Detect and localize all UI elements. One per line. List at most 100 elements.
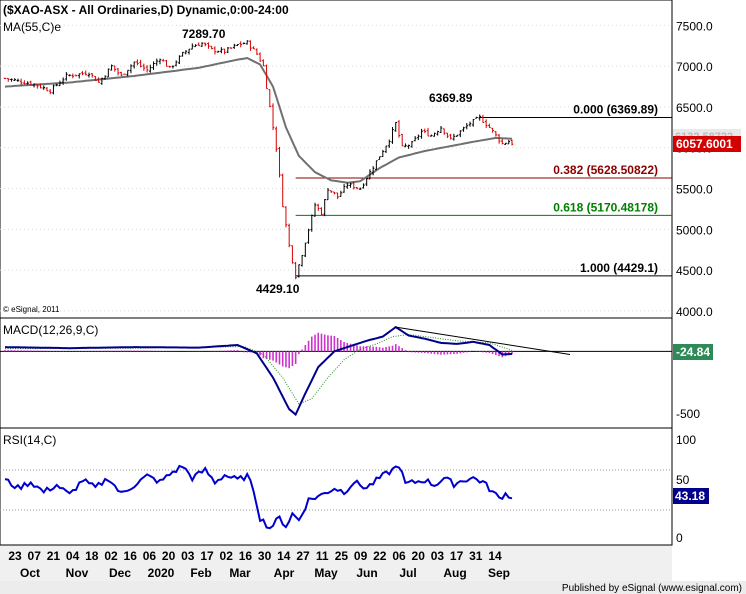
x-day-label: 17 <box>450 549 464 563</box>
price-candle <box>200 42 204 47</box>
price-candle <box>291 245 294 264</box>
x-day-label: 21 <box>47 549 61 563</box>
price-candle <box>74 74 78 77</box>
x-month-label: Jun <box>356 566 377 580</box>
price-candle <box>81 71 84 76</box>
price-candle <box>207 42 210 49</box>
rsi-tick-100: 100 <box>676 433 696 447</box>
price-candle <box>284 206 288 228</box>
price-candle <box>10 78 13 82</box>
price-candle <box>413 136 417 142</box>
x-day-label: 16 <box>124 549 138 563</box>
x-day-label: 02 <box>220 549 234 563</box>
price-candle <box>316 203 320 211</box>
price-candle <box>216 50 220 53</box>
price-candle <box>274 126 278 152</box>
footer-credit: Published by eSignal (www.esignal.com) <box>562 583 742 594</box>
price-candle <box>394 121 398 132</box>
price-candle <box>452 133 456 141</box>
price-candle <box>400 133 404 147</box>
price-candle <box>423 128 427 134</box>
price-candle <box>488 123 491 128</box>
x-month-label: Dec <box>109 566 131 580</box>
macd-line <box>4 325 513 417</box>
price-candle <box>23 80 26 85</box>
price-candle <box>484 119 488 128</box>
price-candle <box>313 202 317 217</box>
price-candle <box>252 46 255 50</box>
price-candle <box>336 192 339 200</box>
swing-high-label: 6369.89 <box>429 91 473 105</box>
price-candle <box>103 75 107 80</box>
price-candle <box>381 149 385 158</box>
x-day-label: 02 <box>104 549 118 563</box>
price-candle <box>71 73 75 79</box>
footer-bar <box>0 581 746 594</box>
price-candle <box>387 139 391 148</box>
price-candle <box>429 134 433 137</box>
rsi-tick-0: 0 <box>676 531 683 545</box>
price-tick-label: 6500.0 <box>676 101 713 115</box>
x-day-label: 20 <box>162 549 176 563</box>
price-candle <box>100 77 104 85</box>
price-candle <box>304 242 307 258</box>
price-candle <box>504 142 507 145</box>
price-candle <box>184 50 188 55</box>
price-candle <box>397 120 401 138</box>
price-candle <box>229 47 233 50</box>
price-candle <box>297 264 301 278</box>
price-candle <box>58 80 62 87</box>
price-candle <box>3 77 7 80</box>
price-candle <box>449 133 452 140</box>
x-day-label: 25 <box>335 549 349 563</box>
price-candle <box>203 42 207 47</box>
price-candle <box>161 58 165 62</box>
price-candle <box>494 131 498 137</box>
price-candle <box>13 78 16 82</box>
price-tick-label: 4000.0 <box>676 305 713 319</box>
price-candle <box>129 64 133 74</box>
x-day-label: 18 <box>85 549 99 563</box>
price-tick-label: 5500.0 <box>676 183 713 197</box>
price-candle <box>232 43 236 49</box>
price-candle <box>32 83 36 88</box>
rsi-line <box>4 464 513 530</box>
price-candle <box>255 48 259 55</box>
price-candle <box>378 156 381 160</box>
price-candle <box>187 48 191 55</box>
macd-trendline <box>395 326 571 355</box>
price-candle <box>294 261 297 280</box>
price-candle <box>287 223 291 248</box>
price-candle <box>239 41 243 48</box>
price-candle <box>258 52 262 62</box>
price-candle <box>278 146 281 178</box>
x-month-label: Feb <box>190 566 211 580</box>
price-candle <box>97 77 100 83</box>
price-candle <box>271 103 275 131</box>
price-candle <box>339 190 343 197</box>
price-candle <box>213 46 217 55</box>
x-month-label: Nov <box>66 566 89 580</box>
price-candle <box>384 145 388 154</box>
price-candle <box>417 134 420 141</box>
price-candle <box>420 128 423 139</box>
price-candle <box>268 89 272 108</box>
x-day-label: 06 <box>392 549 406 563</box>
price-candle <box>29 80 33 86</box>
price-candle <box>35 83 39 89</box>
price-candle <box>426 127 430 137</box>
copyright-label: © eSignal, 2011 <box>3 305 60 314</box>
price-candle <box>142 63 146 71</box>
price-candle <box>223 48 226 55</box>
price-candle <box>355 186 359 190</box>
price-candle <box>329 190 333 193</box>
price-candle <box>84 70 88 76</box>
x-day-label: 07 <box>28 549 42 563</box>
x-day-label: 16 <box>239 549 253 563</box>
price-candle <box>61 77 65 85</box>
price-candle <box>19 78 23 86</box>
price-candle <box>245 40 249 45</box>
price-candle <box>346 182 349 189</box>
price-candle <box>126 69 130 77</box>
